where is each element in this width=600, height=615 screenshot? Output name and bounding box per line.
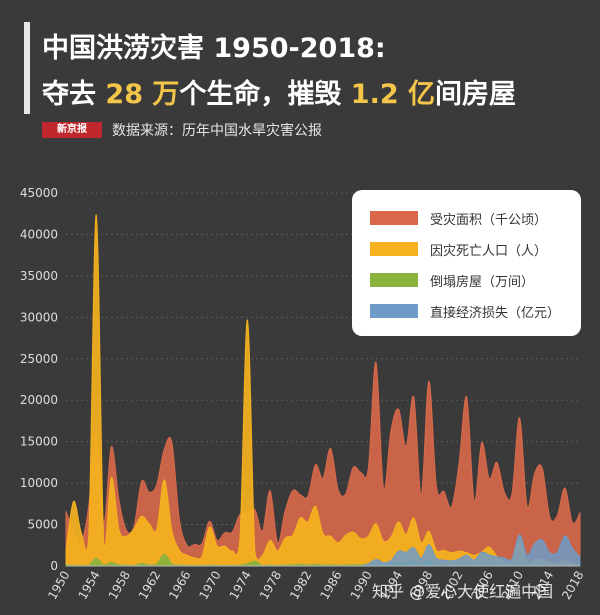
y-tick-label: 20000 <box>20 393 58 407</box>
x-tick-label: 1966 <box>166 569 193 602</box>
x-tick-label: 2018 <box>559 569 586 602</box>
page-title-line1: 中国洪涝灾害 1950-2018: <box>42 33 386 64</box>
y-tick-label: 45000 <box>20 186 58 200</box>
legend-swatch-deaths <box>370 242 418 256</box>
series-area-affected <box>65 361 581 567</box>
x-tick-label: 1954 <box>75 569 102 602</box>
x-tick-label: 1986 <box>317 569 344 602</box>
x-tick-label: 1970 <box>196 569 223 602</box>
y-tick-label: 0 <box>50 559 58 573</box>
x-tick-label: 1950 <box>45 569 72 602</box>
y-tick-label: 40000 <box>20 227 58 241</box>
x-tick-label: 1962 <box>136 569 163 602</box>
legend-label-deaths: 因灾死亡人口（人） <box>430 243 548 259</box>
legend-label-houses: 倒塌房屋（万间） <box>430 274 535 290</box>
legend-item-deaths: 因灾死亡人口（人） <box>370 241 548 259</box>
newspaper-logo: 新京报 <box>42 122 102 138</box>
legend-label-area: 受灾面积（千公顷） <box>430 212 548 228</box>
y-tick-label: 35000 <box>20 269 58 283</box>
x-tick-label: 1974 <box>227 569 254 602</box>
watermark: 知乎 @爱心大使红遍中国 <box>372 582 554 601</box>
x-tick-label: 1990 <box>348 569 375 602</box>
title-accent-bar <box>24 22 30 114</box>
title-text: 间房屋 <box>435 79 517 110</box>
legend-item-area: 受灾面积（千公顷） <box>370 210 548 228</box>
x-tick-label: 1958 <box>106 569 133 602</box>
legend-swatch-houses <box>370 273 418 287</box>
y-tick-label: 25000 <box>20 352 58 366</box>
page-title-line2: 夺去 28 万个生命，摧毁 1.2 亿间房屋 <box>42 72 516 111</box>
legend-item-loss: 直接经济损失（亿元） <box>370 303 561 321</box>
y-tick-label: 15000 <box>20 435 58 449</box>
series-deaths <box>65 214 581 567</box>
legend-label-loss: 直接经济损失（亿元） <box>430 305 561 321</box>
x-tick-label: 1982 <box>287 569 314 602</box>
legend-swatch-area <box>370 211 418 225</box>
title-highlight-houses: 1.2 亿 <box>350 79 436 110</box>
data-source: 数据来源：历年中国水旱灾害公报 <box>112 123 322 139</box>
title-highlight-deaths: 28 万 <box>105 79 180 110</box>
legend-swatch-loss <box>370 304 418 318</box>
x-tick-label: 1978 <box>257 569 284 602</box>
chart-legend: 受灾面积（千公顷） 因灾死亡人口（人） 倒塌房屋（万间） 直接经济损失（亿元） <box>352 190 581 336</box>
title-text: 夺去 <box>42 79 106 110</box>
y-tick-label: 30000 <box>20 310 58 324</box>
title-text: 个生命，摧毁 <box>179 79 351 110</box>
y-tick-label: 5000 <box>27 518 58 532</box>
legend-item-houses: 倒塌房屋（万间） <box>370 272 535 290</box>
y-tick-label: 10000 <box>20 476 58 490</box>
